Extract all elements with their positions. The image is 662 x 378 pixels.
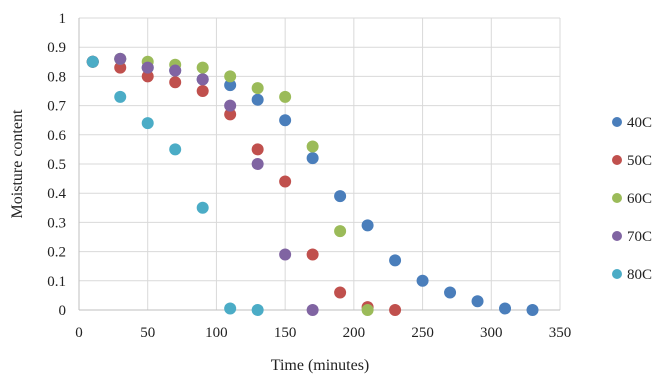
data-point xyxy=(389,304,401,316)
legend-marker xyxy=(612,231,622,241)
data-point xyxy=(279,176,291,188)
data-point xyxy=(224,303,236,315)
data-point xyxy=(197,85,209,97)
y-tick-label: 0.5 xyxy=(47,157,66,173)
data-point xyxy=(279,91,291,103)
data-point xyxy=(224,70,236,82)
legend-item: 80C xyxy=(612,267,652,283)
data-point xyxy=(527,304,539,316)
data-point xyxy=(114,91,126,103)
data-point xyxy=(279,249,291,261)
legend-label: 50C xyxy=(627,153,652,169)
data-point xyxy=(169,65,181,77)
data-point xyxy=(142,117,154,129)
data-point xyxy=(252,143,264,155)
y-tick-label: 0 xyxy=(59,303,67,319)
series-40C xyxy=(87,53,539,316)
data-point xyxy=(334,190,346,202)
y-axis-title: Moisture content xyxy=(9,109,26,218)
data-point xyxy=(307,140,319,152)
data-point xyxy=(472,295,484,307)
data-point xyxy=(252,304,264,316)
legend-item: 50C xyxy=(612,153,652,169)
legend-marker xyxy=(612,193,622,203)
series-60C xyxy=(87,53,374,316)
data-point xyxy=(389,254,401,266)
legend-marker xyxy=(612,117,622,127)
data-point xyxy=(252,94,264,106)
x-tick-label: 0 xyxy=(75,325,83,341)
data-points xyxy=(87,53,539,316)
data-point xyxy=(197,62,209,74)
series-80C xyxy=(87,56,264,316)
data-point xyxy=(252,82,264,94)
data-point xyxy=(224,100,236,112)
legend-label: 40C xyxy=(627,115,652,131)
x-tick-label: 50 xyxy=(140,325,155,341)
data-point xyxy=(307,152,319,164)
y-tick-label: 0.9 xyxy=(47,40,66,56)
data-point xyxy=(307,249,319,261)
data-point xyxy=(444,286,456,298)
y-tick-label: 0.6 xyxy=(47,128,66,144)
legend-marker xyxy=(612,155,622,165)
y-tick-label: 0.4 xyxy=(47,186,66,202)
data-point xyxy=(417,275,429,287)
y-tick-label: 0.1 xyxy=(47,274,66,290)
data-point xyxy=(87,56,99,68)
data-point xyxy=(252,158,264,170)
x-tick-label: 250 xyxy=(411,325,434,341)
data-point xyxy=(197,202,209,214)
x-tick-label: 100 xyxy=(205,325,228,341)
data-point xyxy=(169,76,181,88)
legend-item: 40C xyxy=(612,115,652,131)
legend-label: 70C xyxy=(627,229,652,245)
x-axis-title: Time (minutes) xyxy=(271,357,370,374)
data-point xyxy=(334,225,346,237)
y-tick-label: 0.3 xyxy=(47,215,66,231)
data-point xyxy=(279,114,291,126)
data-point xyxy=(499,303,511,315)
legend-label: 60C xyxy=(627,191,652,207)
y-tick-label: 0.8 xyxy=(47,69,66,85)
x-tick-label: 150 xyxy=(274,325,297,341)
x-tick-label: 300 xyxy=(480,325,503,341)
data-point xyxy=(307,304,319,316)
y-tick-label: 1 xyxy=(59,11,67,27)
data-point xyxy=(362,304,374,316)
legend-item: 60C xyxy=(612,191,652,207)
data-point xyxy=(362,219,374,231)
legend: 40C 50C 60C 70C 80C xyxy=(612,115,652,283)
x-tick-label: 350 xyxy=(549,325,572,341)
y-tick-label: 0.7 xyxy=(47,99,66,115)
data-point xyxy=(334,286,346,298)
legend-marker xyxy=(612,269,622,279)
legend-item: 70C xyxy=(612,229,652,245)
data-point xyxy=(197,73,209,85)
data-point xyxy=(114,53,126,65)
data-point xyxy=(142,62,154,74)
data-point xyxy=(169,143,181,155)
legend-label: 80C xyxy=(627,267,652,283)
x-tick-label: 200 xyxy=(343,325,366,341)
y-tick-label: 0.2 xyxy=(47,245,66,261)
